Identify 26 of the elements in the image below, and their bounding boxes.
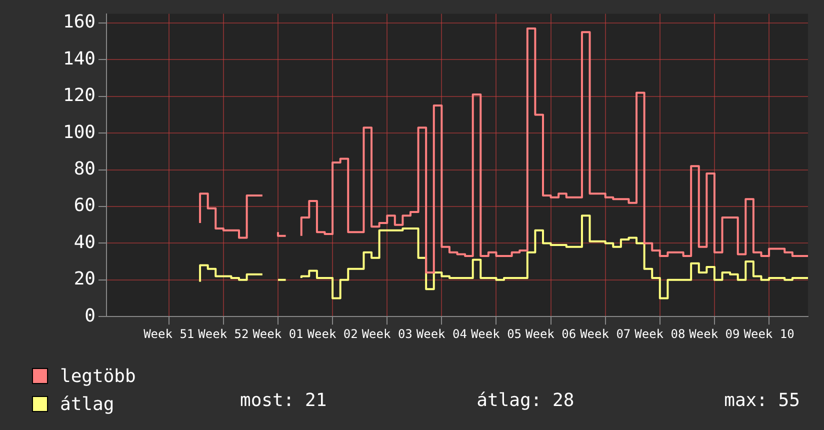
x-tick-label: Week 52: [198, 326, 249, 341]
y-tick-label: 20: [74, 268, 96, 290]
y-tick-label: 80: [74, 158, 96, 180]
x-tick-label: Week 03: [362, 326, 412, 341]
x-tick-label: Week 10: [744, 326, 794, 341]
legend-label: átlag: [60, 394, 114, 414]
x-tick-label: Week 51: [144, 326, 194, 341]
x-tick-label: Week 02: [307, 326, 358, 341]
y-tick-label: 140: [62, 48, 96, 70]
x-tick-label: Week 08: [634, 326, 686, 341]
text: most: 21: [240, 390, 327, 411]
y-tick-label: 160: [62, 12, 96, 33]
x-tick-label: Week 09: [689, 326, 740, 341]
x-tick-label: Week 01: [252, 326, 304, 341]
y-tick-label: 60: [74, 195, 96, 216]
x-tick-label: Week 05: [470, 326, 522, 341]
y-tick-label: 100: [62, 122, 96, 143]
y-tick-label: 40: [74, 232, 96, 253]
y-tick-label: 0: [84, 305, 96, 326]
text: átlag: 28: [476, 390, 574, 411]
legend-label: legtöbb: [60, 366, 136, 386]
x-tick-label: Week 04: [416, 326, 467, 341]
x-tick-label: Week 06: [526, 326, 576, 341]
y-tick-label: 120: [62, 85, 96, 106]
text: max: 55: [724, 390, 800, 411]
x-tick-label: Week 07: [580, 326, 631, 341]
